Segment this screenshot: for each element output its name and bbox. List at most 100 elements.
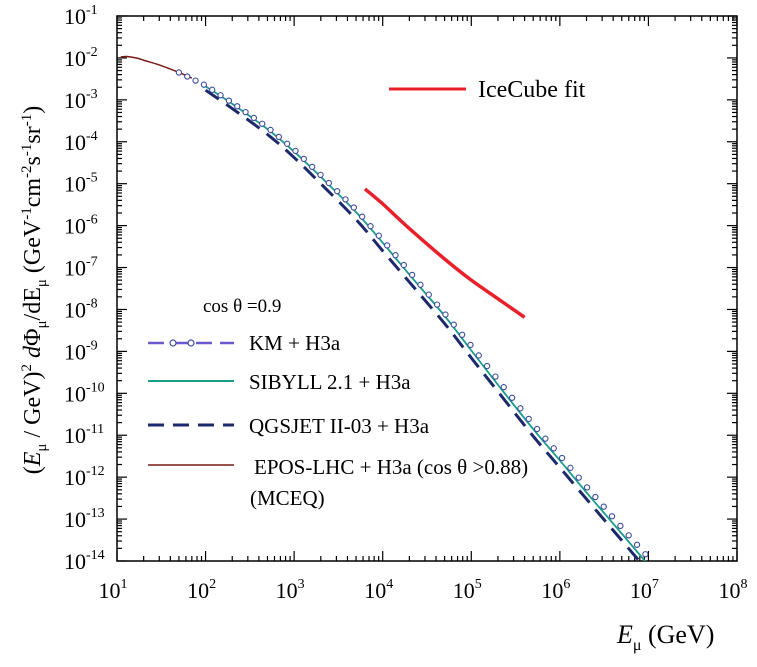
y-tick-label: 10-6 [64,213,98,239]
series-marker-km [533,425,541,433]
series-marker-km [242,108,249,116]
series-marker-km [608,513,616,520]
series-marker-km [267,126,274,134]
series-marker-km [542,435,549,442]
series-marker-km [342,196,349,203]
x-tick-label: 105 [453,577,482,603]
y-tick-label: 10-2 [64,45,98,71]
series-marker-km [350,204,357,211]
x-tick-label: 106 [541,577,570,603]
x-tick-label: 108 [719,577,748,603]
series-marker-km [209,86,216,93]
series-marker-km [558,454,566,462]
legend-marker-km [169,339,177,347]
series-marker-km [693,609,698,614]
series-marker-km [275,133,283,141]
legend-marker-km [187,339,195,347]
series-marker-km [653,560,655,561]
legend-label-epos: EPOS-LHC + H3a (cos θ >0.88) [254,455,528,479]
series-marker-km [384,242,391,249]
y-axis-label: (Eμ / GeV)2 dΦμ/dEμ (GeV-1cm-2s-1sr-1) [19,106,50,475]
y-tick-label: 10-14 [64,548,105,574]
series-marker-km [317,171,324,179]
series-marker-km [583,484,591,491]
x-tick-label: 104 [364,577,393,603]
series-marker-km [300,155,308,163]
svg-text:Eμ (GeV): Eμ (GeV) [616,620,714,654]
series-line-icecube [363,187,526,319]
series-marker-km [200,81,208,88]
x-axis-label: Eμ (GeV) [616,620,714,654]
x-tick-label: 101 [99,577,128,603]
series-marker-km [508,394,516,401]
y-tick-label: 10-3 [64,87,98,113]
series-marker-km [359,213,366,220]
y-tick-label: 10-8 [64,296,98,322]
legend-label-km: KM + H3a [249,331,341,355]
series-marker-km [367,223,374,230]
series-marker-km [217,92,224,99]
x-tick-label: 103 [276,577,305,603]
series-marker-km [175,69,183,76]
y-tick-label: 10-11 [64,422,104,448]
x-tick-label: 107 [630,577,659,603]
svg-text:(Eμ / GeV)2 dΦμ/dEμ (GeV-1cm-2: (Eμ / GeV)2 dΦμ/dEμ (GeV-1cm-2s-1sr-1) [19,106,50,475]
y-tick-label: 10-5 [64,171,98,197]
series-marker-km [309,163,316,171]
tick-labels-layer: 101 102 103 104 105 106 107 108 10-1 10-2 10-3 10-4… [64,3,748,603]
series-marker-km [567,464,574,471]
series-marker-km [259,120,266,127]
y-tick-label: 10-13 [64,506,105,532]
series-marker-km [517,405,524,412]
series-marker-km [575,474,582,481]
ticks-layer [116,15,738,562]
series-marker-km [425,291,432,298]
series-line-sibyll [205,85,647,561]
legend-label-qgsjet: QGSJET II-03 + H3a [249,414,430,438]
series-marker-km [659,572,664,577]
x-tick-label: 102 [187,577,216,603]
series-marker-km [668,582,673,587]
series-marker-km [633,541,641,548]
series-marker-km [458,331,466,338]
series-marker-km [184,73,191,80]
series-marker-km [450,321,457,328]
legend-label-sibyll: SIBYLL 2.1 + H3a [249,370,411,394]
series-marker-km [442,311,449,318]
series-marker-km [234,103,241,110]
series-marker-km [292,147,299,155]
series-marker-km [467,341,474,349]
series-marker-km [334,188,341,195]
series-marker-km [433,301,441,308]
y-tick-label: 10-7 [64,255,98,281]
series-marker-km [525,415,532,423]
series-marker-km [625,532,632,539]
legend-label-epos-line2: (MCEQ) [250,486,325,510]
legend-label-icecube: IceCube fit [478,77,586,103]
series-marker-km [250,114,258,122]
series-marker-km [734,653,739,658]
series-marker-km [500,384,507,391]
series-marker-km [676,591,681,596]
y-tick-label: 10-12 [64,464,105,490]
series-marker-km [483,362,491,370]
series-marker-km [408,271,416,279]
series-marker-km [475,352,482,359]
series-layer [120,55,739,658]
series-marker-km [684,600,689,605]
series-marker-km [325,179,332,187]
series-marker-km [192,77,199,84]
y-tick-label: 10-1 [64,3,98,29]
y-tick-label: 10-9 [64,338,98,364]
series-marker-km [400,261,407,269]
series-marker-km [550,445,557,452]
cos-theta-annotation: cos θ =0.9 [203,296,281,317]
series-marker-km [417,281,424,288]
series-marker-km [392,252,399,259]
series-line-epos [120,55,193,79]
series-marker-km [284,140,291,147]
series-marker-km [726,644,731,649]
series-marker-km [600,503,607,510]
